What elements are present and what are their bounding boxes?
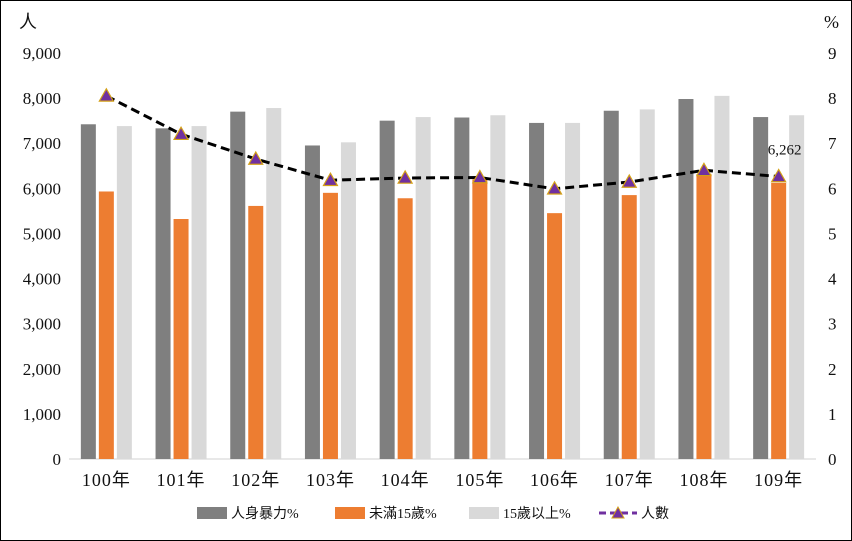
left-tick-label: 9,000 xyxy=(23,44,61,63)
left-tick-label: 2,000 xyxy=(23,360,61,379)
bar-under15 xyxy=(173,219,189,459)
left-tick-label: 0 xyxy=(53,450,62,469)
legend-swatch xyxy=(469,507,499,519)
right-tick-label: 5 xyxy=(828,224,837,243)
bar-under15 xyxy=(771,182,787,460)
legend-swatch xyxy=(197,507,227,519)
category-label: 109年 xyxy=(754,470,803,490)
bar-under15 xyxy=(397,198,413,459)
legend-swatch xyxy=(335,507,365,519)
line-marker xyxy=(621,173,638,188)
left-tick-label: 8,000 xyxy=(23,89,61,108)
right-tick-label: 0 xyxy=(828,450,837,469)
right-tick-label: 2 xyxy=(828,360,837,379)
category-label: 108年 xyxy=(679,470,728,490)
category-label: 103年 xyxy=(306,470,355,490)
bar-over15 xyxy=(714,95,730,459)
bar-under15 xyxy=(248,205,264,459)
bar-over15 xyxy=(340,142,356,459)
line-marker xyxy=(173,125,190,141)
bar-under15 xyxy=(547,213,563,459)
right-tick-label: 3 xyxy=(828,315,837,334)
category-label: 107年 xyxy=(605,470,654,490)
bar-violence xyxy=(304,145,320,459)
bar-over15 xyxy=(116,126,132,459)
line-marker xyxy=(98,87,115,102)
bar-over15 xyxy=(266,108,282,459)
bar-violence xyxy=(753,117,769,460)
category-label: 106年 xyxy=(530,470,579,490)
bar-violence xyxy=(155,128,171,459)
line-people-count xyxy=(105,94,779,191)
bar-violence xyxy=(80,124,96,459)
line-marker xyxy=(397,169,414,184)
legend-label: 未滿15歲% xyxy=(369,506,437,522)
legend-label: 人身暴力% xyxy=(231,506,299,522)
left-tick-label: 7,000 xyxy=(23,134,61,153)
left-tick-label: 5,000 xyxy=(23,224,61,243)
line-marker xyxy=(695,162,712,177)
left-tick-label: 6,000 xyxy=(23,179,61,198)
legend-label: 人數 xyxy=(641,506,669,522)
left-tick-label: 1,000 xyxy=(23,405,61,424)
bar-violence xyxy=(230,111,246,460)
right-tick-label: 1 xyxy=(828,405,837,424)
bar-over15 xyxy=(415,117,431,460)
bar-over15 xyxy=(191,126,207,459)
bar-over15 xyxy=(789,115,805,460)
category-label: 104年 xyxy=(381,470,430,490)
right-tick-label: 6 xyxy=(828,179,837,198)
right-tick-label: 7 xyxy=(828,134,837,153)
right-tick-label: 8 xyxy=(828,89,837,108)
bar-under15 xyxy=(621,195,637,459)
category-label: 105年 xyxy=(455,470,504,490)
bar-violence xyxy=(603,110,619,460)
data-label: 6,262 xyxy=(768,143,802,159)
legend-label: 15歲以上% xyxy=(503,506,571,522)
bar-over15 xyxy=(490,115,506,460)
bar-over15 xyxy=(565,122,581,459)
bar-violence xyxy=(454,117,470,460)
bar-under15 xyxy=(472,179,488,460)
line-marker xyxy=(770,168,787,183)
category-label: 102年 xyxy=(231,470,280,490)
bar-violence xyxy=(379,120,395,460)
bar-under15 xyxy=(696,173,712,460)
line-marker xyxy=(546,180,563,195)
right-tick-label: 9 xyxy=(828,44,837,63)
category-label: 100年 xyxy=(82,470,131,490)
line-marker xyxy=(471,169,488,184)
left-tick-label: 3,000 xyxy=(23,315,61,334)
bar-violence xyxy=(529,122,545,459)
left-axis-unit: 人 xyxy=(19,12,37,32)
left-tick-label: 4,000 xyxy=(23,270,61,289)
bar-over15 xyxy=(639,109,655,459)
line-marker xyxy=(247,150,264,165)
bar-under15 xyxy=(98,191,114,460)
right-tick-label: 4 xyxy=(828,270,837,289)
bar-violence xyxy=(678,99,694,459)
legend-marker xyxy=(611,505,625,519)
category-label: 101年 xyxy=(157,470,206,490)
right-axis-unit: % xyxy=(824,12,839,32)
bar-under15 xyxy=(322,192,338,459)
line-marker xyxy=(322,172,339,187)
